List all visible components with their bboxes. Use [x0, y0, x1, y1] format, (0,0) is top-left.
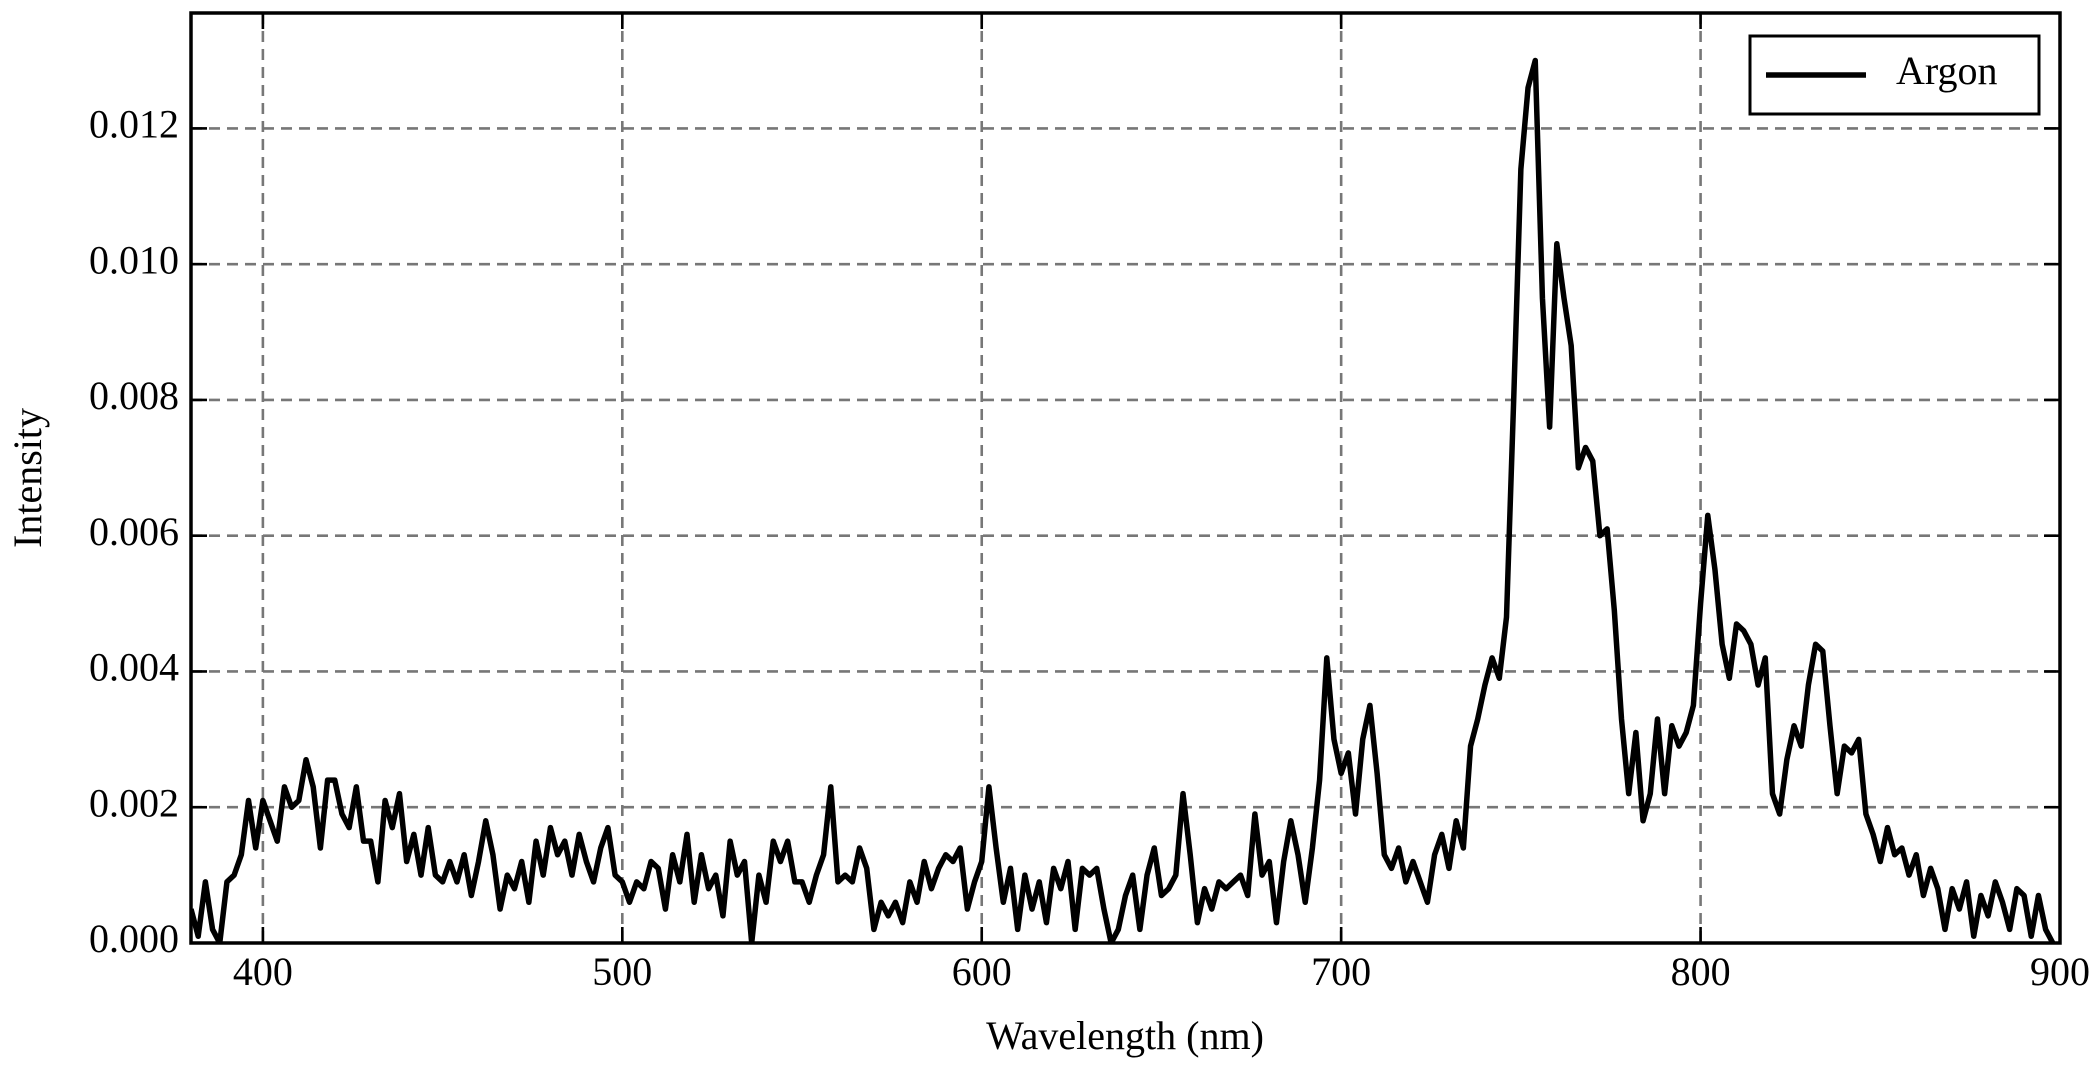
x-tick-label: 900	[2030, 949, 2090, 994]
x-tick-label: 400	[233, 949, 293, 994]
data-line	[191, 57, 2056, 943]
legend-label: Argon	[1896, 48, 1997, 93]
y-tick-label: 0.004	[89, 645, 179, 690]
x-tick-label: 600	[952, 949, 1012, 994]
x-tick-label: 800	[1671, 949, 1731, 994]
y-tick-label: 0.006	[89, 509, 179, 554]
y-tick-label: 0.012	[89, 102, 179, 147]
x-tick-label: 700	[1311, 949, 1371, 994]
y-axis-label: Intensity	[5, 408, 50, 548]
y-tick-label: 0.000	[89, 916, 179, 961]
y-tick-label: 0.008	[89, 373, 179, 418]
plot-frame	[189, 11, 2062, 945]
x-axis-label: Wavelength (nm)	[986, 1013, 1264, 1058]
y-tick-label: 0.010	[89, 237, 179, 282]
x-tick-label: 500	[592, 949, 652, 994]
y-tick-label: 0.002	[89, 780, 179, 825]
